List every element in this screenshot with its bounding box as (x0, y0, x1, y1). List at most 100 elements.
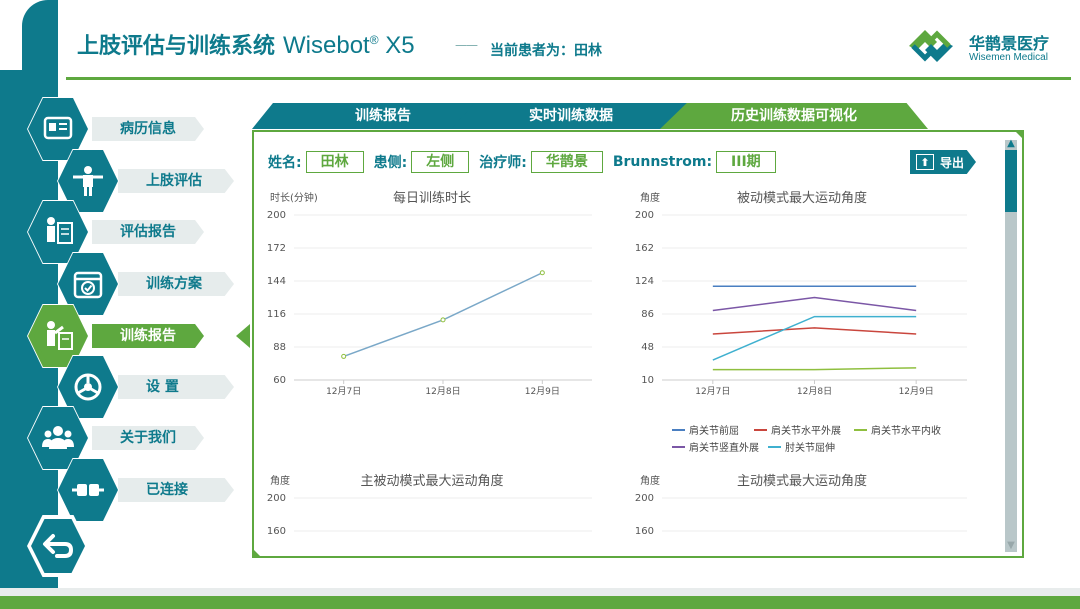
panel-corner-top-right (1014, 130, 1024, 140)
assessment-report-icon (47, 217, 73, 244)
sidebar-item-7[interactable]: 已连接 (118, 478, 234, 502)
sidebar-item-6[interactable]: 关于我们 (92, 426, 204, 450)
sidebar-item-label: 设 置 (146, 379, 179, 395)
legend-item[interactable]: 肘关节屈伸 (768, 439, 835, 454)
chart-active-max-angle: 主动模式最大运动角度 角度 200 160 (632, 468, 972, 558)
brunnstrom-value: III期 (716, 151, 776, 173)
content-panel (252, 130, 1024, 558)
sidebar-item-label: 关于我们 (120, 430, 176, 446)
tab-history-visualization[interactable]: 历史训练数据可视化 (660, 103, 928, 129)
logo-text-en: Wisemen Medical (969, 52, 1048, 63)
legend-item[interactable]: 肩关节竖直外展 (672, 439, 759, 454)
scroll-down-arrow-icon[interactable]: ▼ (1007, 540, 1015, 551)
series-line-2 (712, 367, 917, 371)
y-tick-label: 172 (267, 243, 286, 254)
patient-info-row: 姓名: 田林 患侧: 左侧 治疗师: 华鹊景 Brunnstrom: III期 (268, 151, 786, 173)
scrollbar-track[interactable] (1005, 140, 1017, 552)
back-icon (43, 534, 74, 558)
y-tick-label: 86 (641, 309, 654, 320)
sidebar-item-1[interactable]: 上肢评估 (118, 169, 234, 193)
app-title: 上肢评估与训练系统 Wisebot® X5 (77, 28, 415, 60)
legend-label: 肩关节水平外展 (771, 426, 841, 437)
chart-y-axis-label: 角度 (640, 476, 660, 487)
training-plan-icon (73, 271, 103, 299)
connection-icon (72, 484, 104, 496)
active-item-arrow (236, 324, 250, 348)
legend-label: 肩关节前屈 (689, 426, 739, 437)
legend-item[interactable]: 肩关节水平外展 (754, 422, 841, 437)
series-line-4 (712, 315, 917, 361)
therapist-label: 治疗师: (479, 155, 527, 171)
about-us-icon (42, 426, 74, 449)
series-line-1 (712, 327, 917, 335)
y-tick-label: 162 (635, 243, 654, 254)
export-icon: ⬆ (916, 154, 934, 170)
scroll-up-arrow-icon[interactable]: ▲ (1007, 138, 1015, 149)
x-tick-label: 12月9日 (525, 386, 560, 397)
y-tick-label: 60 (273, 375, 286, 386)
logo-text-cn: 华鹊景医疗 (969, 34, 1050, 53)
tab-realtime-data[interactable]: 实时训练数据 (451, 103, 691, 129)
x-tick-label: 12月7日 (326, 386, 361, 397)
chart-y-axis-label: 时长(分钟) (270, 193, 318, 204)
legend-label: 肩关节水平内收 (871, 426, 941, 437)
side-label: 患侧: (373, 155, 408, 171)
arm-assessment-icon (73, 166, 103, 196)
chart-y-axis-label: 角度 (270, 476, 290, 487)
legend-label: 肘关节屈伸 (785, 443, 835, 454)
company-logo: 华鹊景医疗 Wisemen Medical (903, 24, 1053, 68)
scrollbar-thumb[interactable] (1005, 150, 1017, 212)
bottom-gray-band (0, 588, 1080, 596)
y-tick-label: 144 (267, 276, 286, 287)
sidebar-item-0[interactable]: 病历信息 (92, 117, 204, 141)
sidebar-hex-inner (34, 207, 82, 257)
back-button[interactable] (31, 519, 85, 573)
legend-swatch (754, 428, 767, 431)
sidebar-hex-7[interactable] (58, 459, 118, 521)
side-value: 左侧 (411, 151, 470, 173)
x-tick-label: 12月8日 (425, 386, 460, 397)
settings-icon (74, 373, 102, 401)
title-dash: —— (455, 38, 478, 52)
sidebar-item-label: 评估报告 (120, 224, 176, 240)
bottom-green-bar (0, 596, 1080, 609)
chart-plot: 10 48 86 124 162 200 12月7日 12月8日 12月9日 (635, 210, 967, 397)
chart-title: 被动模式最大运动角度 (736, 191, 867, 206)
model-suffix: X5 (385, 32, 415, 59)
sidebar-hex-inner (64, 156, 112, 206)
medical-record-icon (43, 116, 73, 140)
therapist-value: 华鹊景 (530, 151, 603, 173)
sidebar-item-label: 训练报告 (120, 328, 176, 344)
series-line-3 (712, 296, 917, 312)
chart-title: 主被动模式最大运动角度 (360, 474, 504, 489)
sidebar-item-5[interactable]: 设 置 (118, 375, 234, 399)
chart-y-axis-label: 角度 (640, 193, 660, 204)
app-title-text: 上肢评估与训练系统 (77, 34, 276, 59)
export-label: 导出 (940, 155, 965, 170)
chart-plot: 60 88 116 144 172 200 12月7日 12月8日 12月9日 (267, 210, 592, 397)
legend-swatch (672, 428, 685, 431)
model-name-text: Wisebot (283, 32, 370, 59)
chart-title: 主动模式最大运动角度 (736, 474, 867, 489)
y-tick-label: 200 (267, 493, 286, 504)
panel-corner-bottom-left (252, 548, 262, 558)
sidebar-item-label: 病历信息 (120, 121, 176, 137)
sidebar-hex-inner (34, 413, 82, 463)
legend-item[interactable]: 肩关节水平内收 (854, 422, 941, 437)
sidebar-item-4[interactable]: 训练报告 (92, 324, 204, 348)
sidebar-item-3[interactable]: 训练方案 (118, 272, 234, 296)
model-reg-mark: ® (369, 33, 379, 47)
sidebar-hex-inner (34, 311, 82, 361)
sidebar-item-2[interactable]: 评估报告 (92, 220, 204, 244)
sidebar-hex-4[interactable] (28, 305, 88, 367)
legend-item[interactable]: 肩关节前屈 (672, 422, 739, 437)
series-point (539, 270, 545, 276)
sidebar-item-label: 已连接 (146, 482, 188, 498)
x-tick-label: 12月7日 (695, 386, 730, 397)
training-report-icon (47, 321, 73, 350)
export-button[interactable]: ⬆ 导出 (910, 150, 976, 174)
chart-plot: 200 160 (267, 493, 592, 537)
chart-passive-max-angle: 被动模式最大运动角度 角度 10 48 86 124 162 200 12月7日 12月8日 12月… (632, 185, 972, 405)
current-patient-label: 当前患者为：田林 (490, 43, 602, 59)
x-tick-label: 12月8日 (797, 386, 832, 397)
